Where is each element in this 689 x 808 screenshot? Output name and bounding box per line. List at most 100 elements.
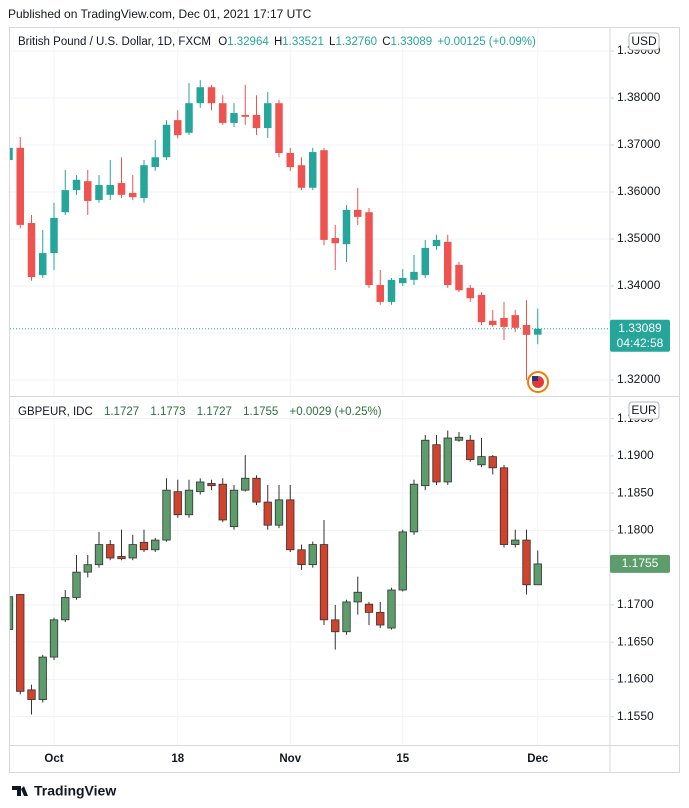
candle-body	[207, 483, 216, 487]
candle-body	[61, 190, 69, 213]
candle-body	[432, 239, 441, 247]
candle-body	[319, 544, 329, 621]
c-label: C	[382, 36, 390, 48]
y-tick-label: 1.36000	[617, 184, 661, 198]
symbol: British Pound / U.S. Dollar, 1D, FXCM	[18, 36, 211, 48]
candle-body	[454, 436, 464, 441]
candle-body	[274, 499, 284, 526]
candle-body	[117, 183, 126, 195]
candles	[10, 80, 610, 715]
x-tick-label: Dec	[527, 753, 549, 765]
candle-body	[511, 315, 519, 328]
candle-body	[488, 456, 497, 469]
candle-body	[196, 481, 205, 493]
footer-logo[interactable]: TradingView	[12, 783, 116, 799]
change: +0.0029 (+0.25%)	[290, 406, 382, 418]
candle-body	[106, 544, 115, 559]
candle-body	[151, 157, 159, 168]
candle-body	[365, 212, 373, 286]
candle-body	[489, 320, 497, 325]
candle-body	[129, 192, 137, 198]
candle-body	[421, 247, 429, 276]
symbol: GBPEUR, IDC	[18, 406, 93, 418]
candle-body	[477, 294, 486, 323]
y-tick-label: 1.32000	[617, 372, 661, 386]
c-value: 1.1755	[243, 406, 278, 418]
candle-body	[455, 264, 463, 291]
y-tick-label: 1.34000	[617, 278, 661, 292]
candle-body	[139, 541, 149, 551]
candle-body	[308, 544, 317, 566]
candle-body	[162, 124, 171, 158]
candle-body	[83, 564, 92, 573]
currency[interactable]: EUR	[631, 403, 657, 417]
candle-body	[364, 603, 374, 613]
candle-body	[432, 444, 441, 483]
candle-body	[376, 611, 385, 626]
candle-body	[173, 491, 182, 516]
candle-body	[241, 114, 249, 117]
last-price-box	[610, 319, 670, 352]
x-tick-label: 18	[171, 753, 184, 765]
candle-body	[533, 563, 542, 586]
frame	[9, 27, 680, 773]
candle-body	[218, 483, 227, 521]
candle-body	[10, 147, 13, 161]
candle-body	[297, 549, 306, 566]
candle-body	[207, 87, 216, 104]
x-tick-label: Nov	[279, 753, 301, 765]
countdown: 04:42:58	[617, 336, 664, 350]
y-tick-label: 1.1800	[617, 523, 654, 537]
candle-body	[174, 120, 182, 136]
candle-body	[184, 489, 194, 516]
candle-body	[331, 238, 339, 244]
event-icon[interactable]	[527, 371, 549, 393]
candle-body	[500, 317, 508, 327]
candle-body	[320, 150, 328, 240]
currency[interactable]: USD	[631, 34, 657, 48]
o-label: O	[218, 36, 227, 48]
candle-body	[128, 544, 137, 559]
candle-body	[443, 437, 452, 483]
candle-body	[16, 594, 25, 692]
candle-body	[72, 571, 81, 598]
l-value: 1.1727	[197, 406, 232, 418]
last-price-label: 1.1755	[622, 556, 659, 570]
currency-badge[interactable]	[628, 401, 660, 420]
candle-body	[522, 539, 531, 586]
candle-body	[106, 184, 114, 195]
y-tick-label: 1.1850	[617, 485, 654, 499]
y-tick-label: 1.1600	[617, 672, 654, 686]
candle-body	[354, 209, 362, 217]
change: +0.00125 (+0.09%)	[437, 36, 536, 48]
candle-body	[49, 619, 59, 658]
candle-body	[286, 152, 294, 168]
candle-body	[117, 556, 126, 560]
candle-body	[387, 279, 396, 302]
candle-body	[230, 113, 238, 123]
candle-body	[376, 285, 384, 302]
candle-body	[219, 103, 227, 123]
candle-body	[286, 499, 295, 551]
candle-body	[229, 489, 239, 528]
candle-body	[94, 544, 104, 566]
candle-body	[185, 103, 193, 133]
candle-body	[309, 152, 317, 188]
candle-body	[342, 601, 351, 633]
currency-badge[interactable]	[628, 32, 660, 51]
l-value: 1.32760	[335, 36, 377, 48]
candle-body	[342, 209, 351, 245]
y-tick-label: 1.1700	[617, 597, 654, 611]
o-value: 1.32964	[227, 36, 269, 48]
flag-canton[interactable]	[532, 376, 538, 381]
candle-body	[444, 241, 452, 286]
y-tick-label: 1.38000	[617, 90, 661, 104]
logo-mark[interactable]	[12, 786, 28, 796]
candle-body	[252, 114, 261, 129]
candle-body	[331, 619, 340, 633]
candle-body	[353, 591, 362, 603]
candle-body	[50, 217, 58, 254]
brand[interactable]: TradingView	[34, 783, 116, 799]
